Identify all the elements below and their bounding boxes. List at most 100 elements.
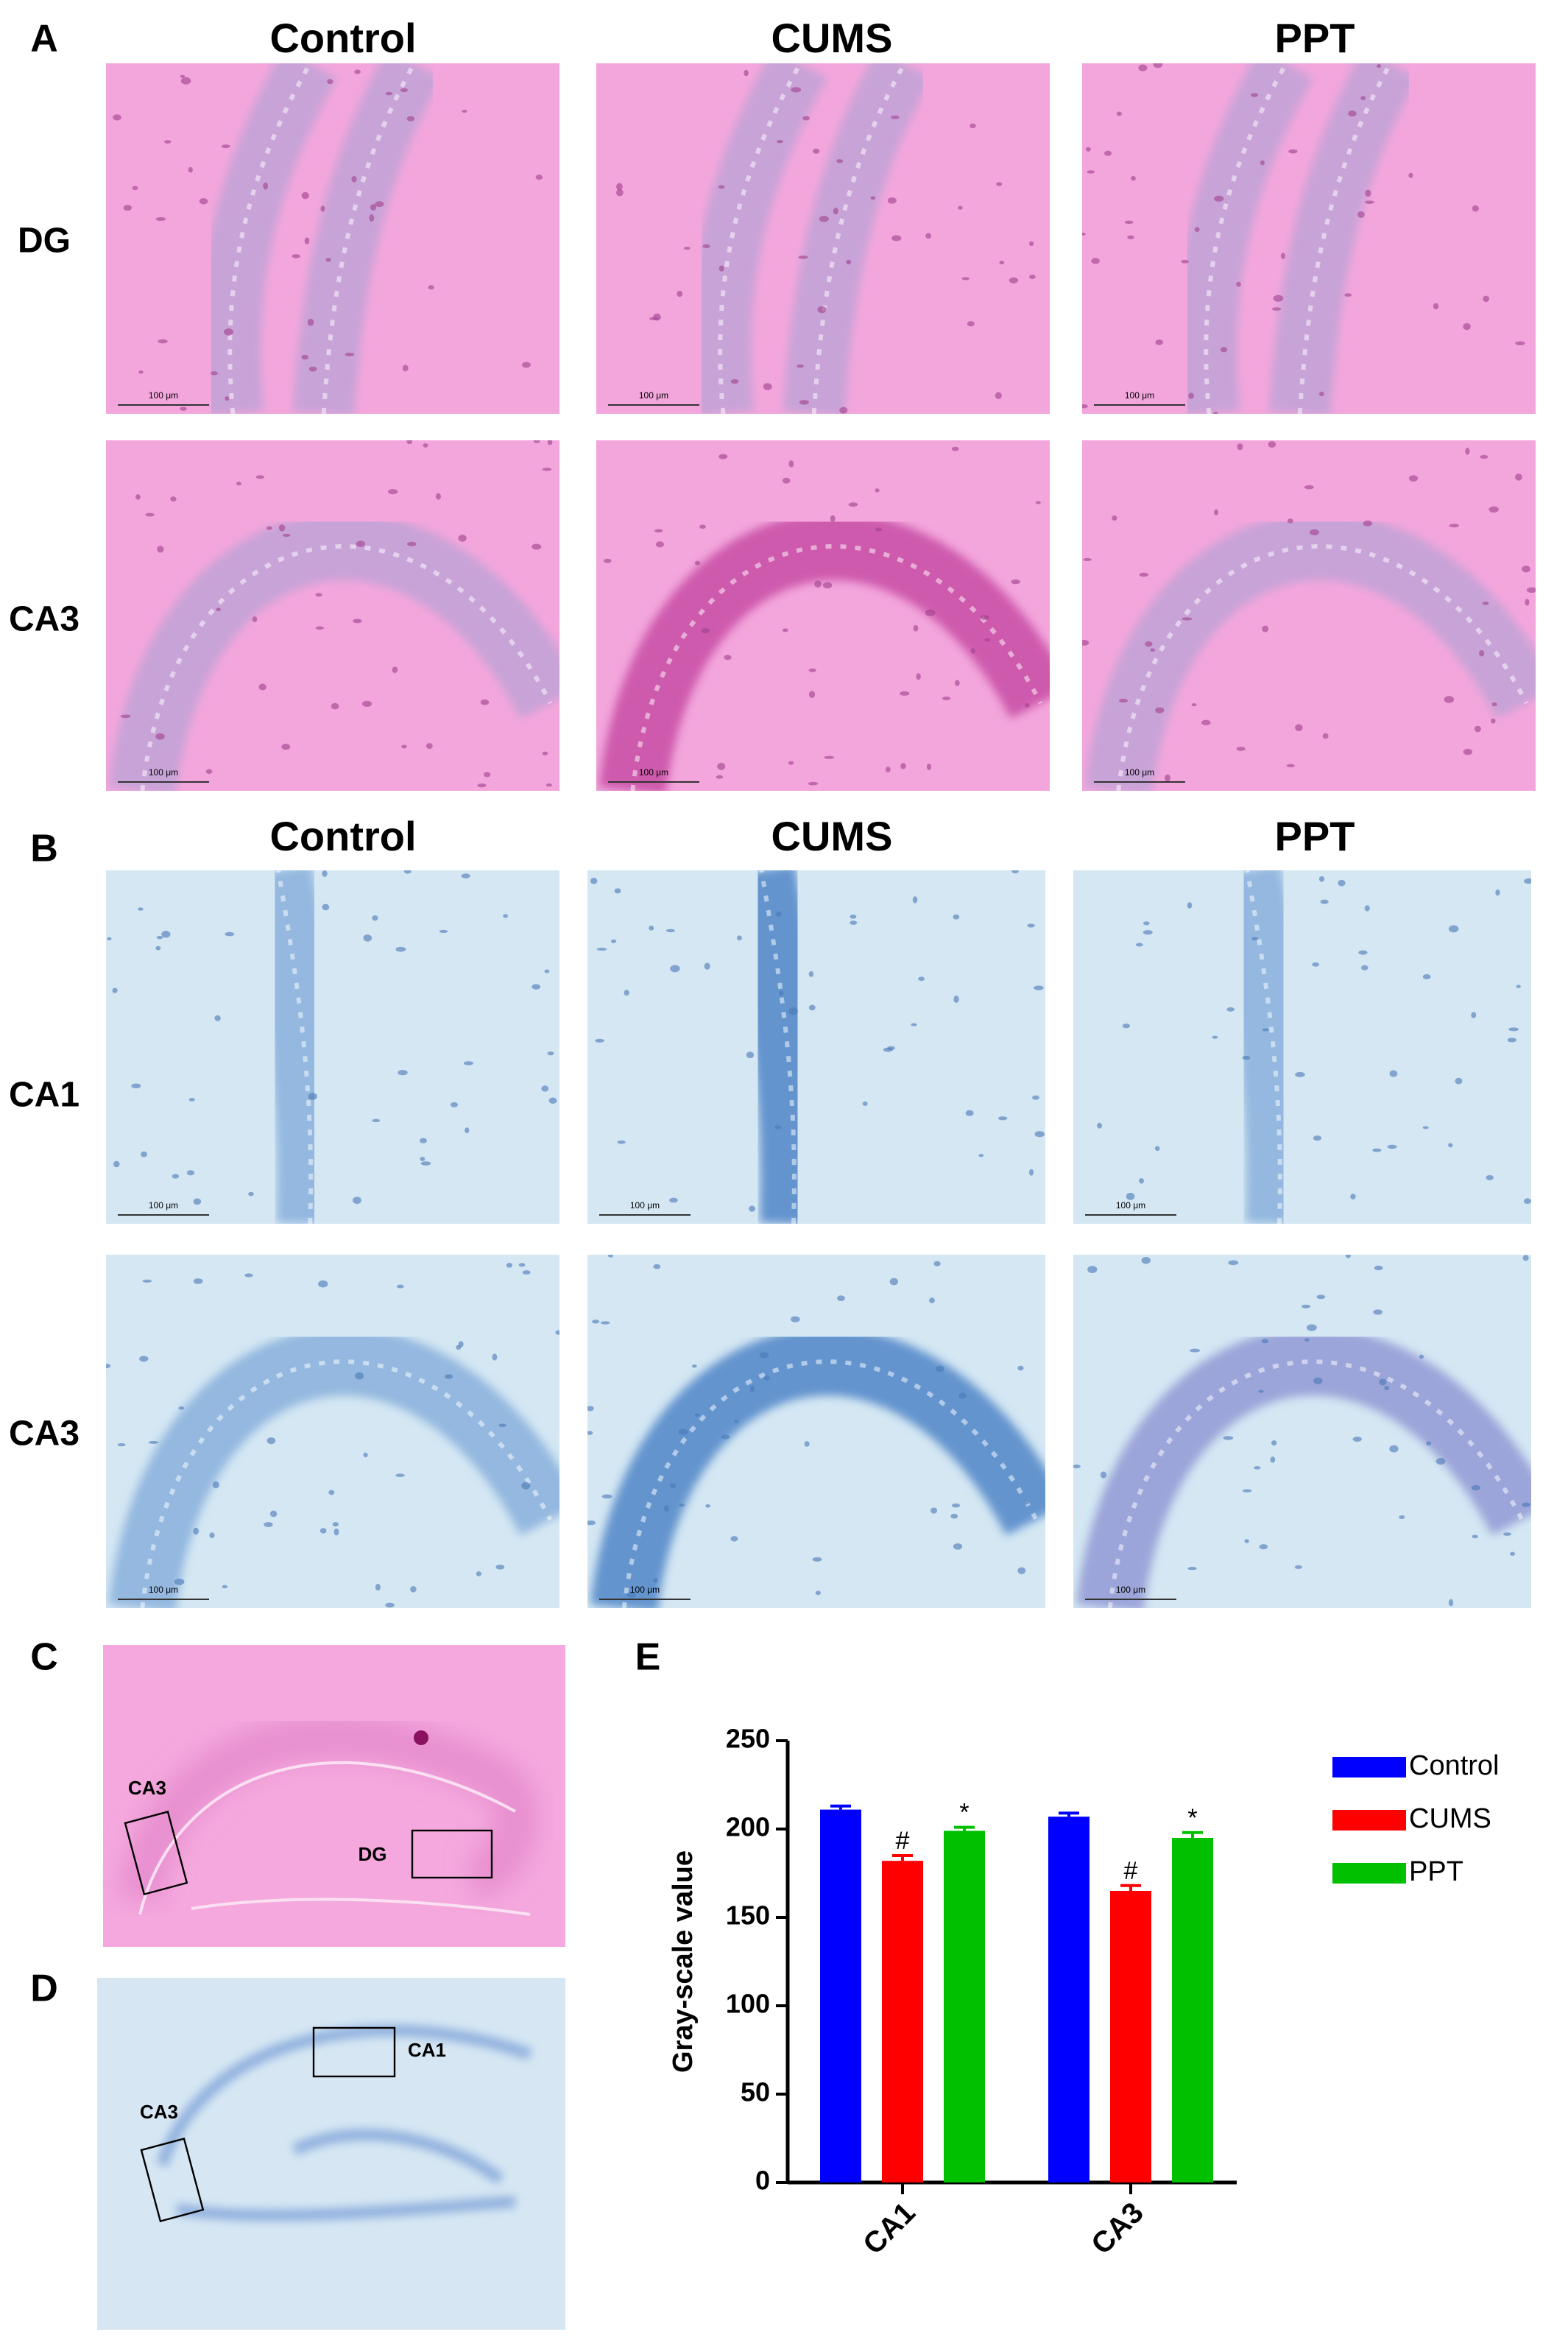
cell <box>1522 1502 1530 1507</box>
cell <box>401 744 407 749</box>
cell <box>626 1592 636 1598</box>
cell <box>1471 1484 1480 1491</box>
cell <box>778 990 784 996</box>
cell <box>1139 1177 1145 1184</box>
cell <box>148 1440 159 1444</box>
cell <box>837 1295 845 1302</box>
cell <box>521 1481 531 1490</box>
cell <box>1363 520 1372 526</box>
cell <box>1338 879 1346 887</box>
cell <box>653 1264 661 1269</box>
cell-layer-edge <box>276 870 314 1224</box>
cell <box>718 265 724 272</box>
cell <box>1320 899 1329 904</box>
cell <box>679 1503 685 1507</box>
cell-layer <box>590 1328 1045 1608</box>
cell <box>1288 149 1298 154</box>
cell <box>1426 1441 1432 1446</box>
cell <box>363 1452 368 1458</box>
cell <box>403 870 412 874</box>
panel-letter: B <box>30 828 58 870</box>
cell <box>353 1197 361 1205</box>
cell <box>1455 1077 1463 1085</box>
cell <box>1304 1338 1310 1342</box>
cell <box>461 873 470 878</box>
cell <box>1242 1055 1251 1060</box>
cell <box>392 666 398 674</box>
cell <box>410 1586 417 1593</box>
panel-letter: D <box>30 1967 58 2010</box>
cell <box>744 69 749 77</box>
cell <box>1419 1354 1424 1359</box>
cell <box>361 700 372 708</box>
cell <box>1213 412 1218 414</box>
cell <box>458 535 467 542</box>
cell <box>592 1320 600 1324</box>
cell <box>174 1578 185 1585</box>
cell <box>1244 1539 1249 1543</box>
cell <box>1091 258 1100 264</box>
cell <box>492 1353 498 1361</box>
cell <box>1226 1007 1235 1012</box>
cell <box>822 582 833 589</box>
cell <box>746 1051 755 1059</box>
cell <box>332 1522 339 1527</box>
cell <box>1187 1566 1197 1571</box>
cell <box>1373 1309 1383 1315</box>
cell <box>117 1442 126 1447</box>
cell <box>308 366 317 372</box>
cell <box>307 318 314 326</box>
cell <box>407 541 417 546</box>
cell <box>356 540 366 547</box>
cell <box>705 1504 710 1508</box>
y-tick-label: 100 <box>726 1989 770 2019</box>
cell <box>1135 943 1143 947</box>
cell <box>503 914 509 918</box>
cell <box>701 628 710 634</box>
cell <box>1082 232 1086 236</box>
roi-label: CA1 <box>408 2039 446 2061</box>
cell <box>595 1038 604 1043</box>
cell <box>548 1097 557 1104</box>
cell <box>1387 1144 1397 1149</box>
cell <box>319 1528 327 1534</box>
cell <box>406 440 413 445</box>
cell <box>435 493 441 500</box>
cell <box>1435 1458 1446 1465</box>
scale-bar-label: 100 μm <box>1125 390 1154 401</box>
cell <box>1009 277 1019 283</box>
cell <box>733 1420 739 1423</box>
cell <box>155 945 161 951</box>
micrograph-content <box>587 1255 1045 1608</box>
cell <box>900 691 910 696</box>
cell <box>476 1571 482 1576</box>
cell <box>1480 454 1488 459</box>
cell <box>997 1116 1008 1121</box>
cell <box>848 502 858 507</box>
cell <box>749 1205 756 1212</box>
cell <box>1228 1260 1239 1266</box>
bar <box>1110 1891 1151 2182</box>
cell <box>654 529 663 533</box>
cell <box>953 996 959 1003</box>
spot <box>414 1730 428 1745</box>
cell-layer-edge <box>759 870 797 1224</box>
roi-box <box>140 2138 205 2223</box>
cell <box>1182 617 1193 621</box>
cell <box>106 1363 111 1369</box>
cell <box>669 1197 678 1203</box>
cell <box>385 91 393 96</box>
cell <box>600 1321 610 1325</box>
cell <box>1448 1143 1453 1148</box>
cell <box>776 140 783 144</box>
cell <box>616 183 623 191</box>
cell <box>428 285 434 290</box>
cell <box>798 256 808 259</box>
cell <box>522 1270 531 1275</box>
cell <box>1522 1255 1529 1261</box>
scale-bar-label: 100 μm <box>149 1585 178 1595</box>
cell <box>624 990 629 996</box>
cell <box>1364 200 1374 204</box>
cell <box>967 321 975 327</box>
cell <box>815 1590 821 1596</box>
